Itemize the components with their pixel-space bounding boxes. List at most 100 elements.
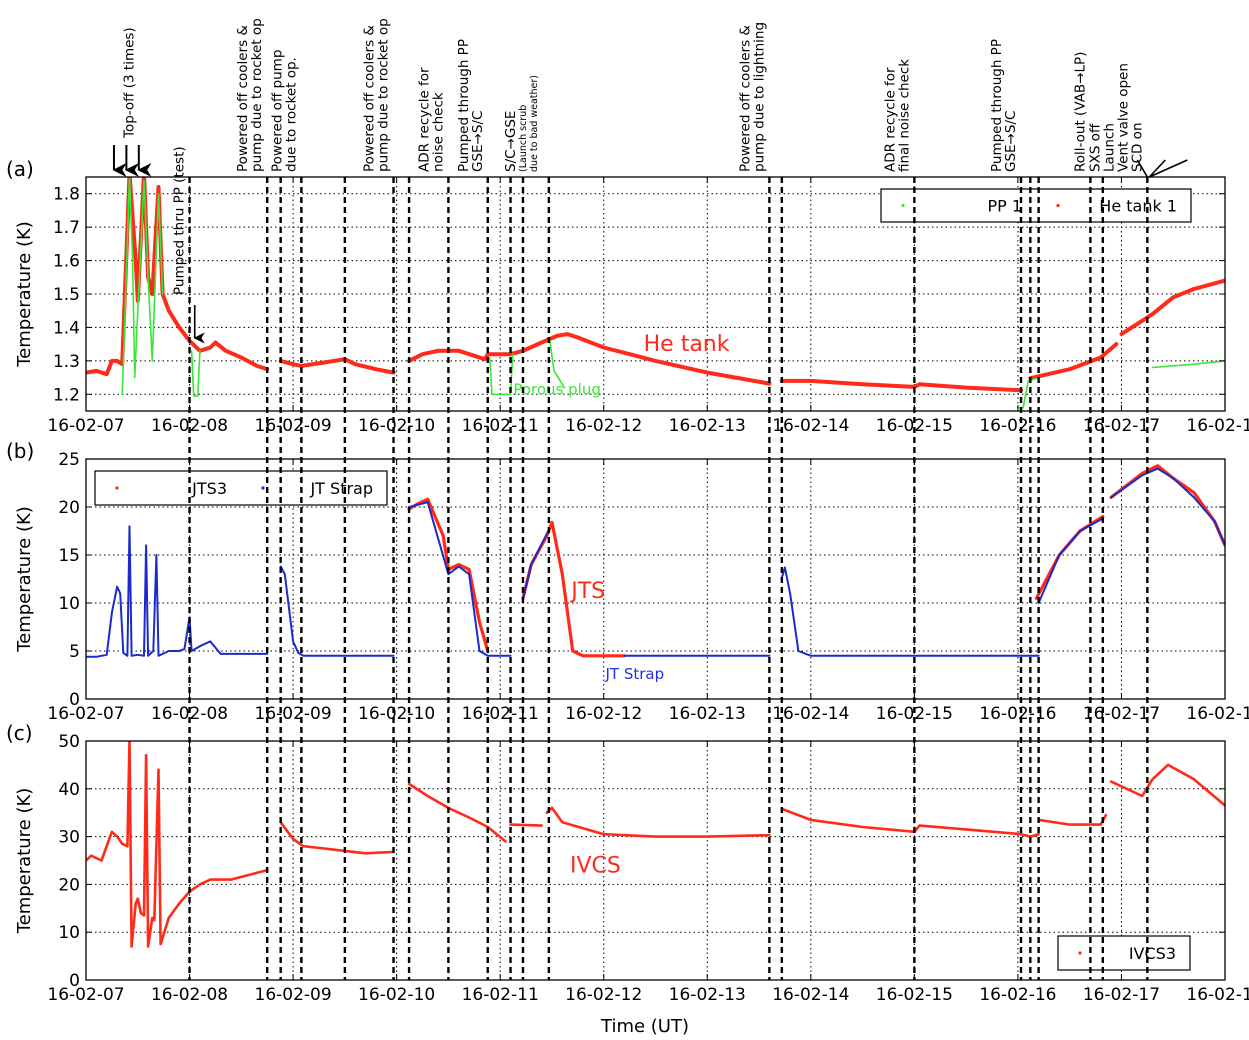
event-label-line: Powered off coolers & [362,25,378,172]
x-tick-label: 16-02-12 [565,985,642,1005]
legend-entry: JT Strap [309,479,373,498]
series-line-he-tank-1 [779,378,1023,393]
x-tick-label: 16-02-13 [669,985,746,1005]
series-line-he-tank-1 [86,177,270,377]
series-group [86,464,1225,658]
event-label-text: Powered off coolers &pump due to rocket … [362,18,392,172]
panel-3: 16-02-07 16-02-08 16-02-09 16-02-10 16-02-11… [6,721,1249,1005]
event-label: Powered off coolers &pump due to rocket … [362,18,392,172]
event-label: ADR recycle forfinal noise check [882,59,912,172]
x-tick-label: 16-02-17 [1083,985,1160,1005]
event-label-line: Pumped through PP [989,39,1005,172]
event-label: Powered off coolers &pump due to lightni… [737,22,767,172]
x-tick-label: 16-02-09 [255,985,332,1005]
event-label-line: SCD on [1129,123,1145,173]
panel-letter: (c) [6,721,33,745]
x-tick-label: 16-02-10 [358,985,435,1005]
legend-marker [901,203,905,208]
event-label: Pumped through PPGSE→S/C [456,39,486,172]
x-tick-label: 16-02-10 [358,704,435,724]
x-tick-label: 16-02-12 [565,704,642,724]
y-tick-label: 0 [69,971,80,991]
annotation-label: He tank [644,332,730,357]
event-label-text: ADR recycle forfinal noise check [882,59,912,172]
series-line-jt-strap [279,565,395,657]
event-label-line: Powered off coolers & [737,25,753,172]
event-label-text: Powered off coolers &pump due to rocket … [235,18,265,172]
legend-marker [1078,951,1082,955]
event-label-text: Pumped thru PP (test) [172,146,188,295]
launch-arrow [1149,159,1188,178]
y-axis-title: Temperature (K) [14,506,35,653]
series-line-he-tank-1 [1119,278,1225,337]
plot-frame [85,458,1226,700]
legend-marker [261,486,265,490]
panel-letter: (b) [6,439,34,463]
series-line-ivcs3 [407,782,507,843]
launch-arrow [1136,159,1149,178]
event-sublabel-line: due to bad weather) [529,75,540,172]
legend-entry: IVCS3 [1129,944,1176,963]
x-tick-label: 16-02-15 [876,416,953,436]
series-line-ivcs3 [780,807,1040,838]
event-label-text: Pumped through PPGSE→S/C [456,39,486,172]
legend: IVCS3 [1057,935,1191,971]
x-tick-label: 16-02-14 [772,416,849,436]
event-label-line: due to rocket op. [283,57,299,172]
series-line-ivcs3 [545,806,771,838]
event-label: Powered off coolers &pump due to rocket … [235,18,265,172]
event-label-line: SXS off [1087,123,1103,172]
series-line-jt-strap [780,566,1040,657]
panel-1: 16-02-07 16-02-08 16-02-09 16-02-10 16-02-11… [6,157,1249,436]
event-label-line: Pumped through PP [456,39,472,172]
y-tick-label: 5 [69,642,80,662]
y-tick-label: 50 [58,732,80,752]
event-label-line: noise check [430,92,446,172]
series-line-pp-1 [121,177,164,396]
event-label-text: Powered off coolers &pump due to lightni… [737,22,767,172]
x-tick-label: 16-02-13 [669,704,746,724]
event-label-line: Roll-out (VAB→LP) [1072,52,1088,172]
x-tick-label: 16-02-07 [47,985,124,1005]
y-tick-label: 10 [58,923,80,943]
event-label: Roll-out (VAB→LP) [1072,52,1088,172]
legend-entry: He tank 1 [1099,197,1177,216]
x-tick-label: 16-02-07 [47,416,124,436]
event-label-text: Powered off pumpdue to rocket op. [269,50,299,172]
event-label-line: final noise check [896,59,912,172]
y-tick-label: 1.8 [53,185,80,205]
event-label-line: Powered off coolers & [235,25,251,172]
y-tick-label: 1.4 [53,318,80,338]
legend: JTS3 JT Strap [94,470,388,506]
x-tick-label: 16-02-09 [255,704,332,724]
y-tick-label: 10 [58,594,80,614]
y-tick-label: 1.3 [53,352,80,372]
y-tick-label: 15 [58,546,80,566]
event-label: Pumped through PPGSE→S/C [989,39,1019,172]
panels: 16-02-07 16-02-08 16-02-09 16-02-10 16-02-11… [6,157,1249,1005]
x-tick-label: 16-02-09 [255,416,332,436]
series-line-ivcs3 [86,741,269,948]
event-sublabel-line: (Launch scrub [518,105,529,172]
series-line-pp-1 [488,353,514,396]
series-line-jt-strap [1037,517,1104,604]
event-label-line: Pumped thru PP (test) [172,146,188,295]
x-tick-label: 16-02-11 [462,704,539,724]
event-label-text: ADR recycle fornoise check [416,67,446,172]
event-label: Pumped thru PP (test) [172,146,188,295]
event-label-text: S/C→GSE [503,111,519,172]
event-label-text: SXS offLaunchVent valve openSCD on [1087,63,1145,172]
x-tick-label: 16-02-16 [979,416,1056,436]
event-label-line: GSE→S/C [1003,111,1019,172]
legend-entry: JTS3 [191,479,227,498]
x-tick-label: 16-02-12 [565,416,642,436]
x-tick-label: 16-02-18 [1186,704,1249,724]
y-tick-label: 20 [58,875,80,895]
overlay: Pumped thru PP (test) Powered off coolers… [112,18,1188,344]
event-sublabel-text: (Launch scrubdue to bad weather) [518,75,540,172]
series-line-ivcs3 [1109,763,1225,807]
x-tick-label: 16-02-08 [151,416,228,436]
series-line-pp-1 [549,339,566,389]
event-label-line: Powered off pump [269,50,285,172]
